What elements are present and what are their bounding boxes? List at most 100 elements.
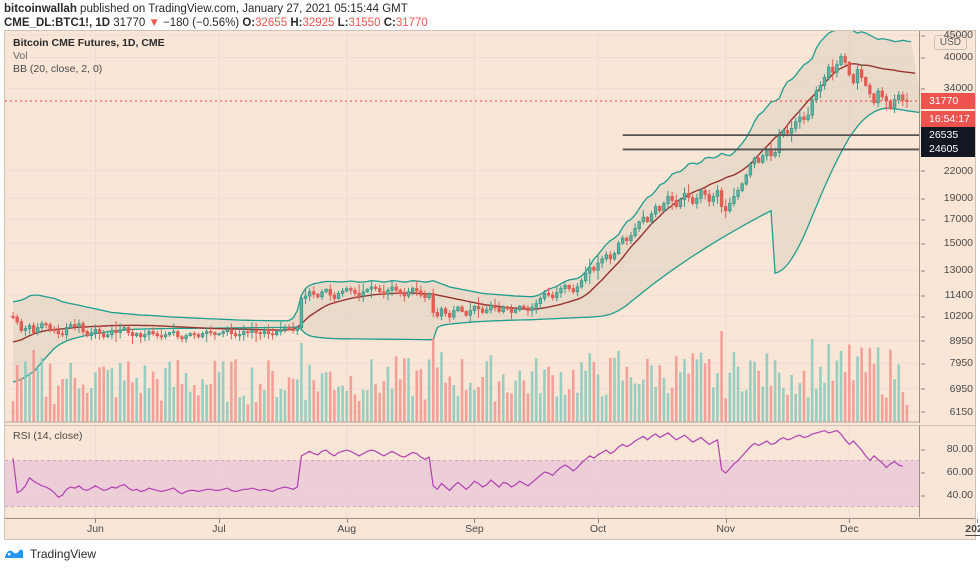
close-value: 31770 <box>395 17 428 29</box>
time-axis-tick-mark <box>474 519 476 523</box>
time-axis-label: Sep <box>465 523 484 535</box>
price-axis-tick-label: 40000 <box>943 51 973 64</box>
tick-mark <box>921 495 925 496</box>
tick-mark <box>921 472 925 473</box>
price-axis-tick: 6950 <box>920 383 976 395</box>
tradingview-brand-label: TradingView <box>30 547 97 561</box>
tick-mark <box>921 170 925 172</box>
time-axis-tick-mark <box>597 519 599 523</box>
price-axis-tick: 6150 <box>920 406 976 418</box>
currency-badge: USD <box>933 35 967 50</box>
price-axis-tick: 40000 <box>920 51 976 63</box>
rsi-axis-tick: 60.00 <box>920 466 976 478</box>
price-axis-tick: 22000 <box>920 165 976 177</box>
price-axis-tick: 15000 <box>920 237 976 249</box>
tick-mark <box>921 411 925 413</box>
header-attribution-line: bitcoinwallah published on TradingView.c… <box>4 2 980 16</box>
tick-mark <box>921 316 925 318</box>
time-axis-label: Jul <box>212 523 226 535</box>
price-badge-level[interactable]: 24605 <box>921 141 975 158</box>
tick-mark <box>921 388 925 390</box>
rsi-chart-svg[interactable] <box>5 426 919 518</box>
chart-container[interactable]: Bitcoin CME Futures, 1D, CME Vol BB (20,… <box>4 29 980 540</box>
rsi-axis-tick: 80.00 <box>920 443 976 455</box>
price-badge-level[interactable]: 26535 <box>921 127 975 144</box>
low-value: 31550 <box>348 17 381 29</box>
tick-mark <box>921 88 925 90</box>
rsi-axis[interactable]: 80.00 60.00 40.00 <box>919 425 975 517</box>
price-chart-svg[interactable] <box>5 31 919 423</box>
time-axis-tick-mark <box>219 519 221 523</box>
price-axis-tick: 17000 <box>920 213 976 225</box>
price-axis-tick-label: 10200 <box>943 310 973 323</box>
tick-mark <box>921 219 925 221</box>
chart-footer: TradingView <box>4 542 976 566</box>
high-value: 32925 <box>302 17 335 29</box>
price-axis-tick-label: 15000 <box>943 237 973 250</box>
time-axis-tick-mark <box>346 519 348 523</box>
low-label: L: <box>337 17 349 29</box>
tick-mark <box>921 35 925 37</box>
price-axis-tick-label: 6950 <box>949 382 973 395</box>
time-axis-label: Oct <box>589 523 607 535</box>
tick-mark <box>921 57 925 59</box>
tick-mark <box>921 363 925 365</box>
time-axis-tick-mark <box>976 519 978 523</box>
price-axis-tick: 8950 <box>920 335 976 347</box>
price-badge-current[interactable]: 31770 <box>921 93 975 110</box>
price-axis-tick: 11400 <box>920 289 976 301</box>
price-axis-tick-label: 13000 <box>943 264 973 277</box>
price-axis-tick: 19000 <box>920 192 976 204</box>
symbol-label[interactable]: CME_DL:BTC1!, 1D <box>4 17 111 29</box>
rsi-axis-tick-label: 80.00 <box>946 443 973 455</box>
header-quote-line: CME_DL:BTC1!, 1D 31770 ▼ −180 (−0.56%) O… <box>4 16 980 30</box>
rsi-pane[interactable]: RSI (14, close) <box>5 425 919 518</box>
price-axis-tick-label: 17000 <box>943 213 973 226</box>
price-axis-tick: 34000 <box>920 82 976 94</box>
tradingview-logo-icon <box>4 547 24 561</box>
price-axis-tick-label: 19000 <box>943 192 973 205</box>
chart-header: bitcoinwallah published on TradingView.c… <box>0 0 980 30</box>
time-axis-tick-mark <box>725 519 727 523</box>
time-axis-label: Aug <box>337 523 357 535</box>
tick-mark <box>921 243 925 245</box>
price-axis-tick-label: 8950 <box>949 334 973 347</box>
tick-mark <box>921 340 925 342</box>
price-axis-tick: 10200 <box>920 310 976 322</box>
change-arrow-icon: ▼ <box>148 17 160 29</box>
tick-mark <box>921 449 925 450</box>
time-axis-label: Dec <box>839 523 859 535</box>
author-name: bitcoinwallah <box>4 3 77 15</box>
price-axis-tick-label: 7950 <box>949 357 973 370</box>
time-axis-tick-mark <box>95 519 97 523</box>
price-axis-tick: 13000 <box>920 264 976 276</box>
price-axis-tick-label: 6150 <box>949 405 973 418</box>
high-label: H: <box>290 17 303 29</box>
change-percent: (−0.56%) <box>192 17 240 29</box>
rsi-axis-tick-label: 40.00 <box>946 489 973 501</box>
tick-mark <box>921 198 925 200</box>
price-axis-tick-label: 34000 <box>943 82 973 95</box>
price-axis[interactable]: USD 45000 40000 34000 22000 19000 17000 15000 1… <box>919 29 976 423</box>
price-axis-tick: 45000 <box>920 29 976 41</box>
price-pane[interactable]: Bitcoin CME Futures, 1D, CME Vol BB (20,… <box>5 31 919 423</box>
time-axis-tick-mark <box>849 519 851 523</box>
price-axis-tick-label: 11400 <box>944 289 973 302</box>
published-text: published on TradingView.com, January 27… <box>80 3 408 15</box>
price-axis-tick-label: 22000 <box>943 164 973 177</box>
price-axis-tick: 7950 <box>920 357 976 369</box>
rsi-axis-tick-label: 60.00 <box>946 466 973 478</box>
price-badge-current[interactable]: 16:54:17 <box>921 111 975 128</box>
price-axis-tick-label: 45000 <box>943 29 973 42</box>
time-axis[interactable]: JunJulAugSepOctNovDec2021Feb <box>5 518 980 540</box>
time-axis-label: 2021 <box>965 523 980 536</box>
close-label: C: <box>383 17 396 29</box>
rsi-axis-tick: 40.00 <box>920 489 976 501</box>
tick-mark <box>921 295 925 297</box>
open-value: 32655 <box>255 17 288 29</box>
tick-mark <box>921 270 925 272</box>
time-axis-label: Jun <box>86 523 104 535</box>
time-axis-label: Nov <box>716 523 736 535</box>
open-label: O: <box>242 17 256 29</box>
last-price: 31770 <box>113 17 146 29</box>
